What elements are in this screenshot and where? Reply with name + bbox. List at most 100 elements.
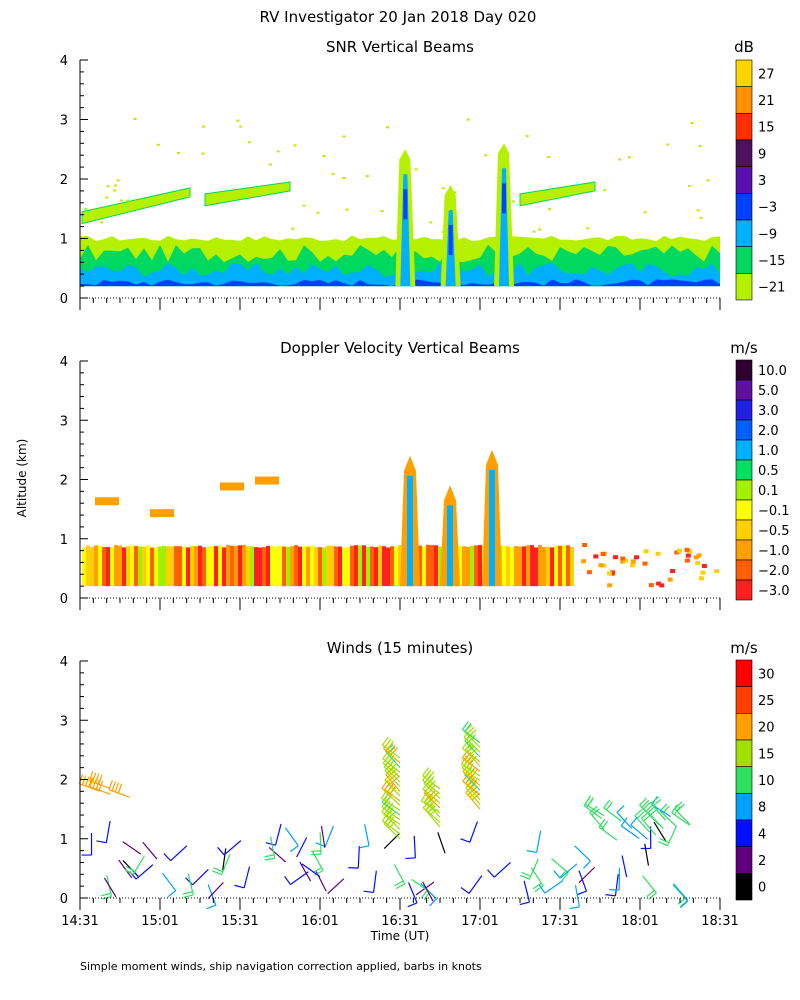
- wind-barb-flag: [96, 840, 107, 844]
- snr-speck: [176, 151, 180, 154]
- wind-barb-flag: [117, 783, 123, 794]
- wind-barb-flag: [163, 852, 172, 862]
- y-tick-label: 3: [60, 714, 68, 729]
- wind-barb-staff: [296, 837, 308, 858]
- doppler-column: [150, 547, 154, 587]
- wind-barb-flag: [284, 875, 291, 885]
- x-axis-label: Time (UT): [370, 929, 430, 943]
- snr-speck: [291, 227, 295, 230]
- wind-barb: [81, 833, 93, 856]
- wind-barb-flag: [605, 801, 613, 811]
- snr-speck: [114, 184, 118, 187]
- wind-barb-staff: [207, 882, 224, 899]
- doppler-column: [174, 546, 178, 587]
- doppler-column: [90, 546, 94, 587]
- x-tick-label: 18:31: [701, 914, 738, 929]
- doppler-column: [534, 547, 538, 587]
- wind-barb-flag: [630, 816, 638, 826]
- colorbar-swatch: [735, 819, 753, 848]
- wind-barb: [217, 840, 242, 856]
- doppler-column: [422, 546, 426, 587]
- wind-barb-flag: [125, 865, 136, 873]
- wind-barb-staff: [383, 823, 401, 840]
- snr-speck: [466, 118, 470, 121]
- wind-barb: [96, 820, 111, 844]
- wind-barb-staff: [462, 771, 481, 786]
- colorbar-label: 10: [758, 774, 775, 789]
- wind-barb: [264, 836, 276, 861]
- wind-barb-flag: [167, 890, 177, 898]
- wind-barb-staff: [383, 790, 401, 807]
- wind-barb: [182, 873, 194, 898]
- colorbar-label: 4: [758, 827, 766, 842]
- wind-barb: [122, 841, 142, 855]
- wind-barb-flag: [91, 772, 97, 783]
- wind-barb-staff: [644, 843, 650, 866]
- wind-barb-flag: [460, 887, 470, 894]
- wind-barb-flag: [468, 734, 477, 743]
- wind-barb-staff: [243, 866, 251, 888]
- colorbar-swatch: [735, 872, 753, 901]
- colorbar-label: −21: [758, 281, 785, 296]
- wind-barb-flag: [264, 854, 275, 858]
- wind-barb-staff: [651, 804, 671, 818]
- doppler-speck: [643, 549, 649, 554]
- plot-content-2: [78, 721, 691, 910]
- wind-barb: [616, 805, 633, 829]
- wind-barb: [122, 860, 139, 877]
- wind-barb-flag: [88, 777, 93, 788]
- wind-barb-flag: [603, 799, 611, 809]
- snr-speck: [322, 155, 326, 158]
- colorbar-unit: m/s: [730, 339, 758, 357]
- colorbar-swatch: [735, 246, 753, 274]
- wind-barb-flag: [384, 781, 391, 791]
- doppler-elevated-echo: [255, 476, 279, 485]
- wind-barb: [359, 824, 370, 849]
- wind-barb-flag: [384, 738, 392, 748]
- wind-barb-flag: [460, 838, 471, 843]
- wind-barb-flag: [464, 723, 472, 732]
- y-tick-label: 1: [60, 533, 68, 548]
- doppler-column: [334, 546, 338, 587]
- snr-panel-title: SNR Vertical Beams: [326, 38, 474, 56]
- snr-band: [80, 279, 720, 287]
- doppler-column: [282, 546, 286, 587]
- colorbar-swatch: [735, 379, 753, 401]
- wind-barb-flag: [558, 870, 567, 879]
- wind-barb-flag: [677, 897, 687, 905]
- wind-barb-flag: [616, 805, 625, 813]
- wind-barb: [222, 848, 227, 871]
- wind-barb-flag: [658, 841, 668, 847]
- x-tick-label: 15:01: [141, 914, 178, 929]
- doppler-column: [126, 546, 130, 587]
- wind-barb-flag: [217, 846, 225, 856]
- wind-barb-staff: [574, 885, 580, 907]
- snr-speck: [84, 207, 88, 210]
- colorbar-swatch: [735, 499, 753, 521]
- wind-barb-flag: [561, 872, 569, 881]
- wind-barb-flag: [659, 803, 668, 812]
- wind-barb-flag: [423, 793, 430, 804]
- wind-barb-staff: [118, 859, 133, 879]
- wind-barb-flag: [519, 874, 530, 880]
- wind-barb: [88, 771, 111, 789]
- wind-barb: [621, 855, 628, 878]
- doppler-column: [346, 547, 350, 587]
- colorbar-swatch: [735, 193, 753, 221]
- doppler-speck: [700, 570, 706, 575]
- colorbar-swatch: [735, 219, 753, 248]
- wind-barb-staff: [383, 813, 401, 830]
- colorbar-label: 15: [758, 121, 775, 136]
- wind-barb-flag: [641, 799, 650, 808]
- doppler-speck: [698, 576, 704, 581]
- wind-barb-flag: [587, 796, 594, 807]
- doppler-column: [542, 547, 546, 587]
- doppler-column: [262, 547, 266, 587]
- y-tick-label: 0: [60, 292, 68, 307]
- wind-barb-flag: [212, 870, 222, 876]
- colorbar-swatch: [735, 579, 753, 601]
- doppler-column: [394, 546, 398, 587]
- doppler-speck: [607, 571, 612, 576]
- doppler-column: [502, 545, 506, 587]
- snr-speck: [525, 135, 529, 138]
